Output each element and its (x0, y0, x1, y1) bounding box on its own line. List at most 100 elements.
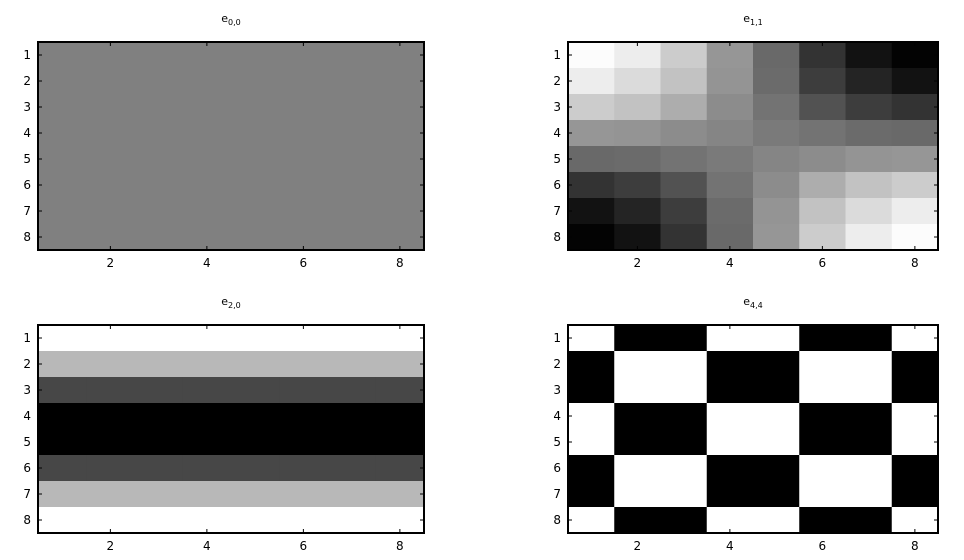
heatmap-cell (660, 377, 708, 404)
heatmap-cell (86, 351, 136, 378)
heatmap-cell (375, 146, 425, 173)
y-tick-label: 1 (23, 48, 31, 62)
heatmap-cell (568, 429, 615, 456)
heatmap-cell (182, 351, 232, 378)
y-tick-label: 2 (23, 357, 31, 371)
heatmap-cell (706, 403, 754, 430)
heatmap-cell (327, 198, 377, 225)
plot-frame (37, 41, 425, 251)
heatmap-cell (231, 325, 280, 352)
heatmap-cell (845, 172, 893, 199)
heatmap-cell (231, 120, 280, 147)
heatmap-cell (891, 455, 939, 482)
heatmap-cell (134, 42, 184, 69)
heatmap-cell (279, 429, 329, 456)
heatmap-cell (568, 172, 615, 199)
heatmap-cell (891, 377, 939, 404)
heatmap-cell (134, 172, 184, 199)
heatmap-cell (375, 120, 425, 147)
heatmap-cell (327, 481, 377, 508)
heatmap-cell (182, 377, 232, 404)
heatmap-cell (753, 325, 800, 352)
heatmap-cell (231, 429, 280, 456)
heatmap-cell (86, 429, 136, 456)
heatmap-cell (231, 172, 280, 199)
heatmap-cell (38, 42, 87, 69)
heatmap-cell (231, 403, 280, 430)
heatmap-cell (38, 507, 87, 534)
panel-title: e0,0 (221, 12, 241, 27)
heatmap-cell (799, 429, 847, 456)
x-tick-label: 8 (911, 256, 919, 270)
heatmap-cell (706, 94, 754, 121)
heatmap-cell (86, 481, 136, 508)
heatmap-cell (753, 429, 800, 456)
y-tick-label: 8 (23, 230, 31, 244)
panel-title: e1,1 (743, 12, 763, 27)
heatmap-cell (279, 146, 329, 173)
heatmap-cell (134, 68, 184, 95)
heatmap-cell (38, 377, 87, 404)
heatmap-cell (38, 351, 87, 378)
y-tick-label: 3 (23, 100, 31, 114)
x-tick-label: 6 (819, 539, 827, 553)
heatmap-cell (660, 507, 708, 534)
heatmap-cell (134, 198, 184, 225)
heatmap-cell (231, 198, 280, 225)
heatmap-cell (231, 481, 280, 508)
heatmap-cell (375, 325, 425, 352)
heatmap-cell (375, 94, 425, 121)
heatmap-cell (845, 455, 893, 482)
heatmap-cell (231, 146, 280, 173)
heatmap-cell (568, 120, 615, 147)
heatmap-cell (660, 224, 708, 251)
heatmap-cell (799, 42, 847, 69)
y-tick-label: 8 (23, 513, 31, 527)
heatmap-cell (327, 429, 377, 456)
heatmap-cell (799, 120, 847, 147)
heatmap-cell (38, 403, 87, 430)
heatmap-cell (753, 42, 800, 69)
heatmap-cell (38, 172, 87, 199)
heatmap-cell (182, 455, 232, 482)
heatmap-cell (279, 42, 329, 69)
heatmap-cell (375, 198, 425, 225)
panel-1: 2 4 6 8 1 2 3 4 5 6 7 8 e0,0 (23, 12, 425, 270)
heatmap-cell (845, 120, 893, 147)
heatmap-cell (86, 172, 136, 199)
heatmap-cell (279, 120, 329, 147)
heatmap-cell (891, 429, 939, 456)
heatmap-cell (845, 146, 893, 173)
heatmap-cell (279, 351, 329, 378)
heatmap-cell (134, 481, 184, 508)
heatmap-cell (568, 42, 615, 69)
x-tick-label: 8 (911, 539, 919, 553)
heatmap-cell (706, 455, 754, 482)
heatmap-cell (614, 198, 662, 225)
x-tick-label: 8 (396, 539, 404, 553)
x-tick-label: 2 (634, 539, 642, 553)
y-tick-label: 5 (23, 152, 31, 166)
panel-title-subscript: 0,0 (228, 18, 241, 27)
heatmap-cell (753, 351, 800, 378)
heatmap-cell (568, 351, 615, 378)
heatmap-cell (753, 224, 800, 251)
heatmap-cell (614, 120, 662, 147)
x-tick-label: 4 (726, 539, 734, 553)
heatmap-cell (86, 146, 136, 173)
heatmap-cell (660, 172, 708, 199)
heatmap-cell (845, 377, 893, 404)
heatmap-cell (231, 455, 280, 482)
heatmap-cell (38, 68, 87, 95)
heatmap-cell (706, 68, 754, 95)
y-tick-label: 3 (553, 100, 561, 114)
y-tick-label: 6 (23, 461, 31, 475)
heatmap-cell (660, 42, 708, 69)
x-tick-label: 6 (300, 539, 308, 553)
heatmap-cell (327, 403, 377, 430)
heatmap-cell (845, 325, 893, 352)
heatmap-cell (86, 198, 136, 225)
heatmap-cell (799, 198, 847, 225)
y-tick-label: 4 (23, 409, 31, 423)
heatmap-cell (753, 146, 800, 173)
